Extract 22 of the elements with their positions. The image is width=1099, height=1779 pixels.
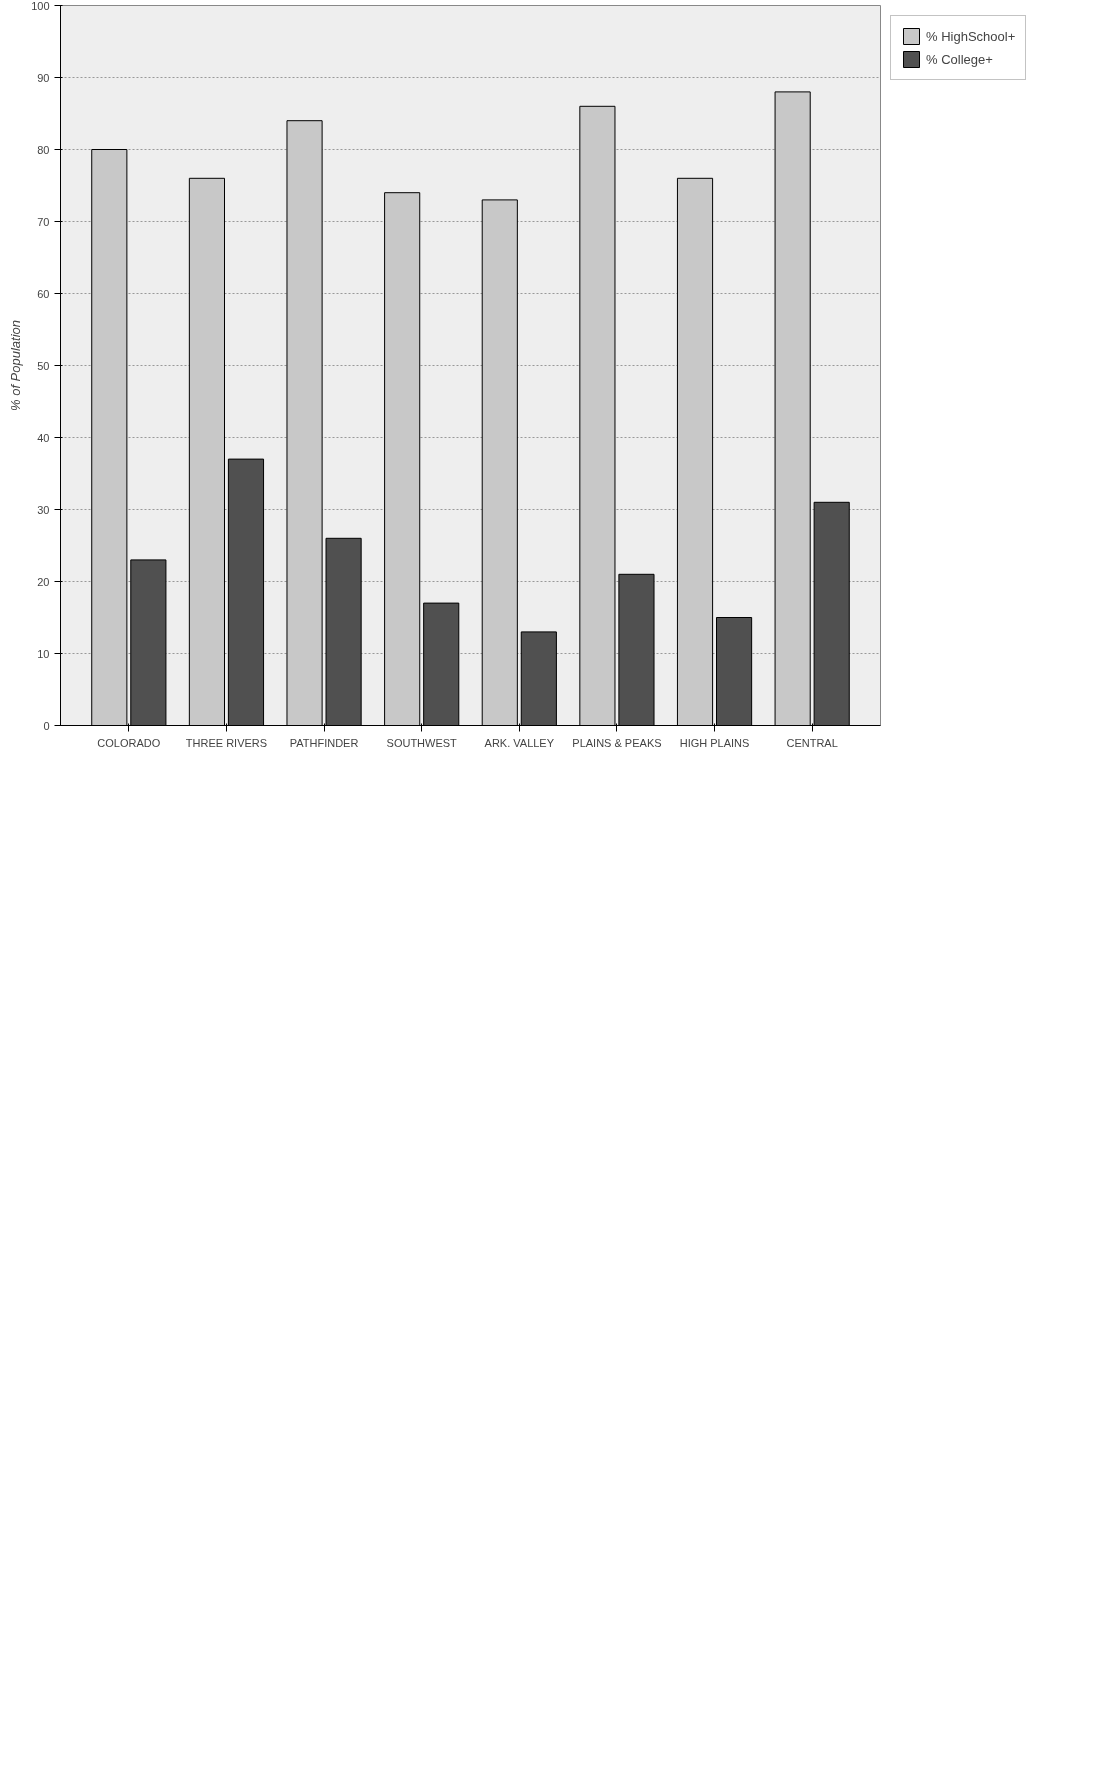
y-tick-label: 90 [37,71,50,84]
x-tick-label: THREE RIVERS [185,736,268,749]
x-tick-label: ARK. VALLEY [484,736,555,749]
y-tick-label: 30 [37,503,50,516]
legend-label: % College+ [926,51,993,67]
y-axis-title: % of Population [8,319,24,412]
y-tick-label: 70 [37,215,50,228]
y-tick-label: 50 [37,359,50,372]
y-tick-label: 60 [37,287,50,300]
y-tick-label: 20 [37,575,50,588]
legend-label: % HighSchool+ [926,28,1016,44]
y-tick-label: 40 [37,431,50,444]
x-tick-label: SOUTHWEST [386,736,458,749]
y-tick-label: 100 [31,0,50,12]
x-tick-label: PATHFINDER [289,736,359,749]
x-tick-label: PLAINS & PEAKS [572,736,662,749]
x-tick-label: HIGH PLAINS [679,736,750,749]
y-tick-label: 80 [37,143,50,156]
x-tick-label: COLORADO [97,736,161,749]
x-tick-label: CENTRAL [786,736,838,749]
y-tick-label: 0 [43,719,50,732]
y-tick-label: 10 [37,647,50,660]
